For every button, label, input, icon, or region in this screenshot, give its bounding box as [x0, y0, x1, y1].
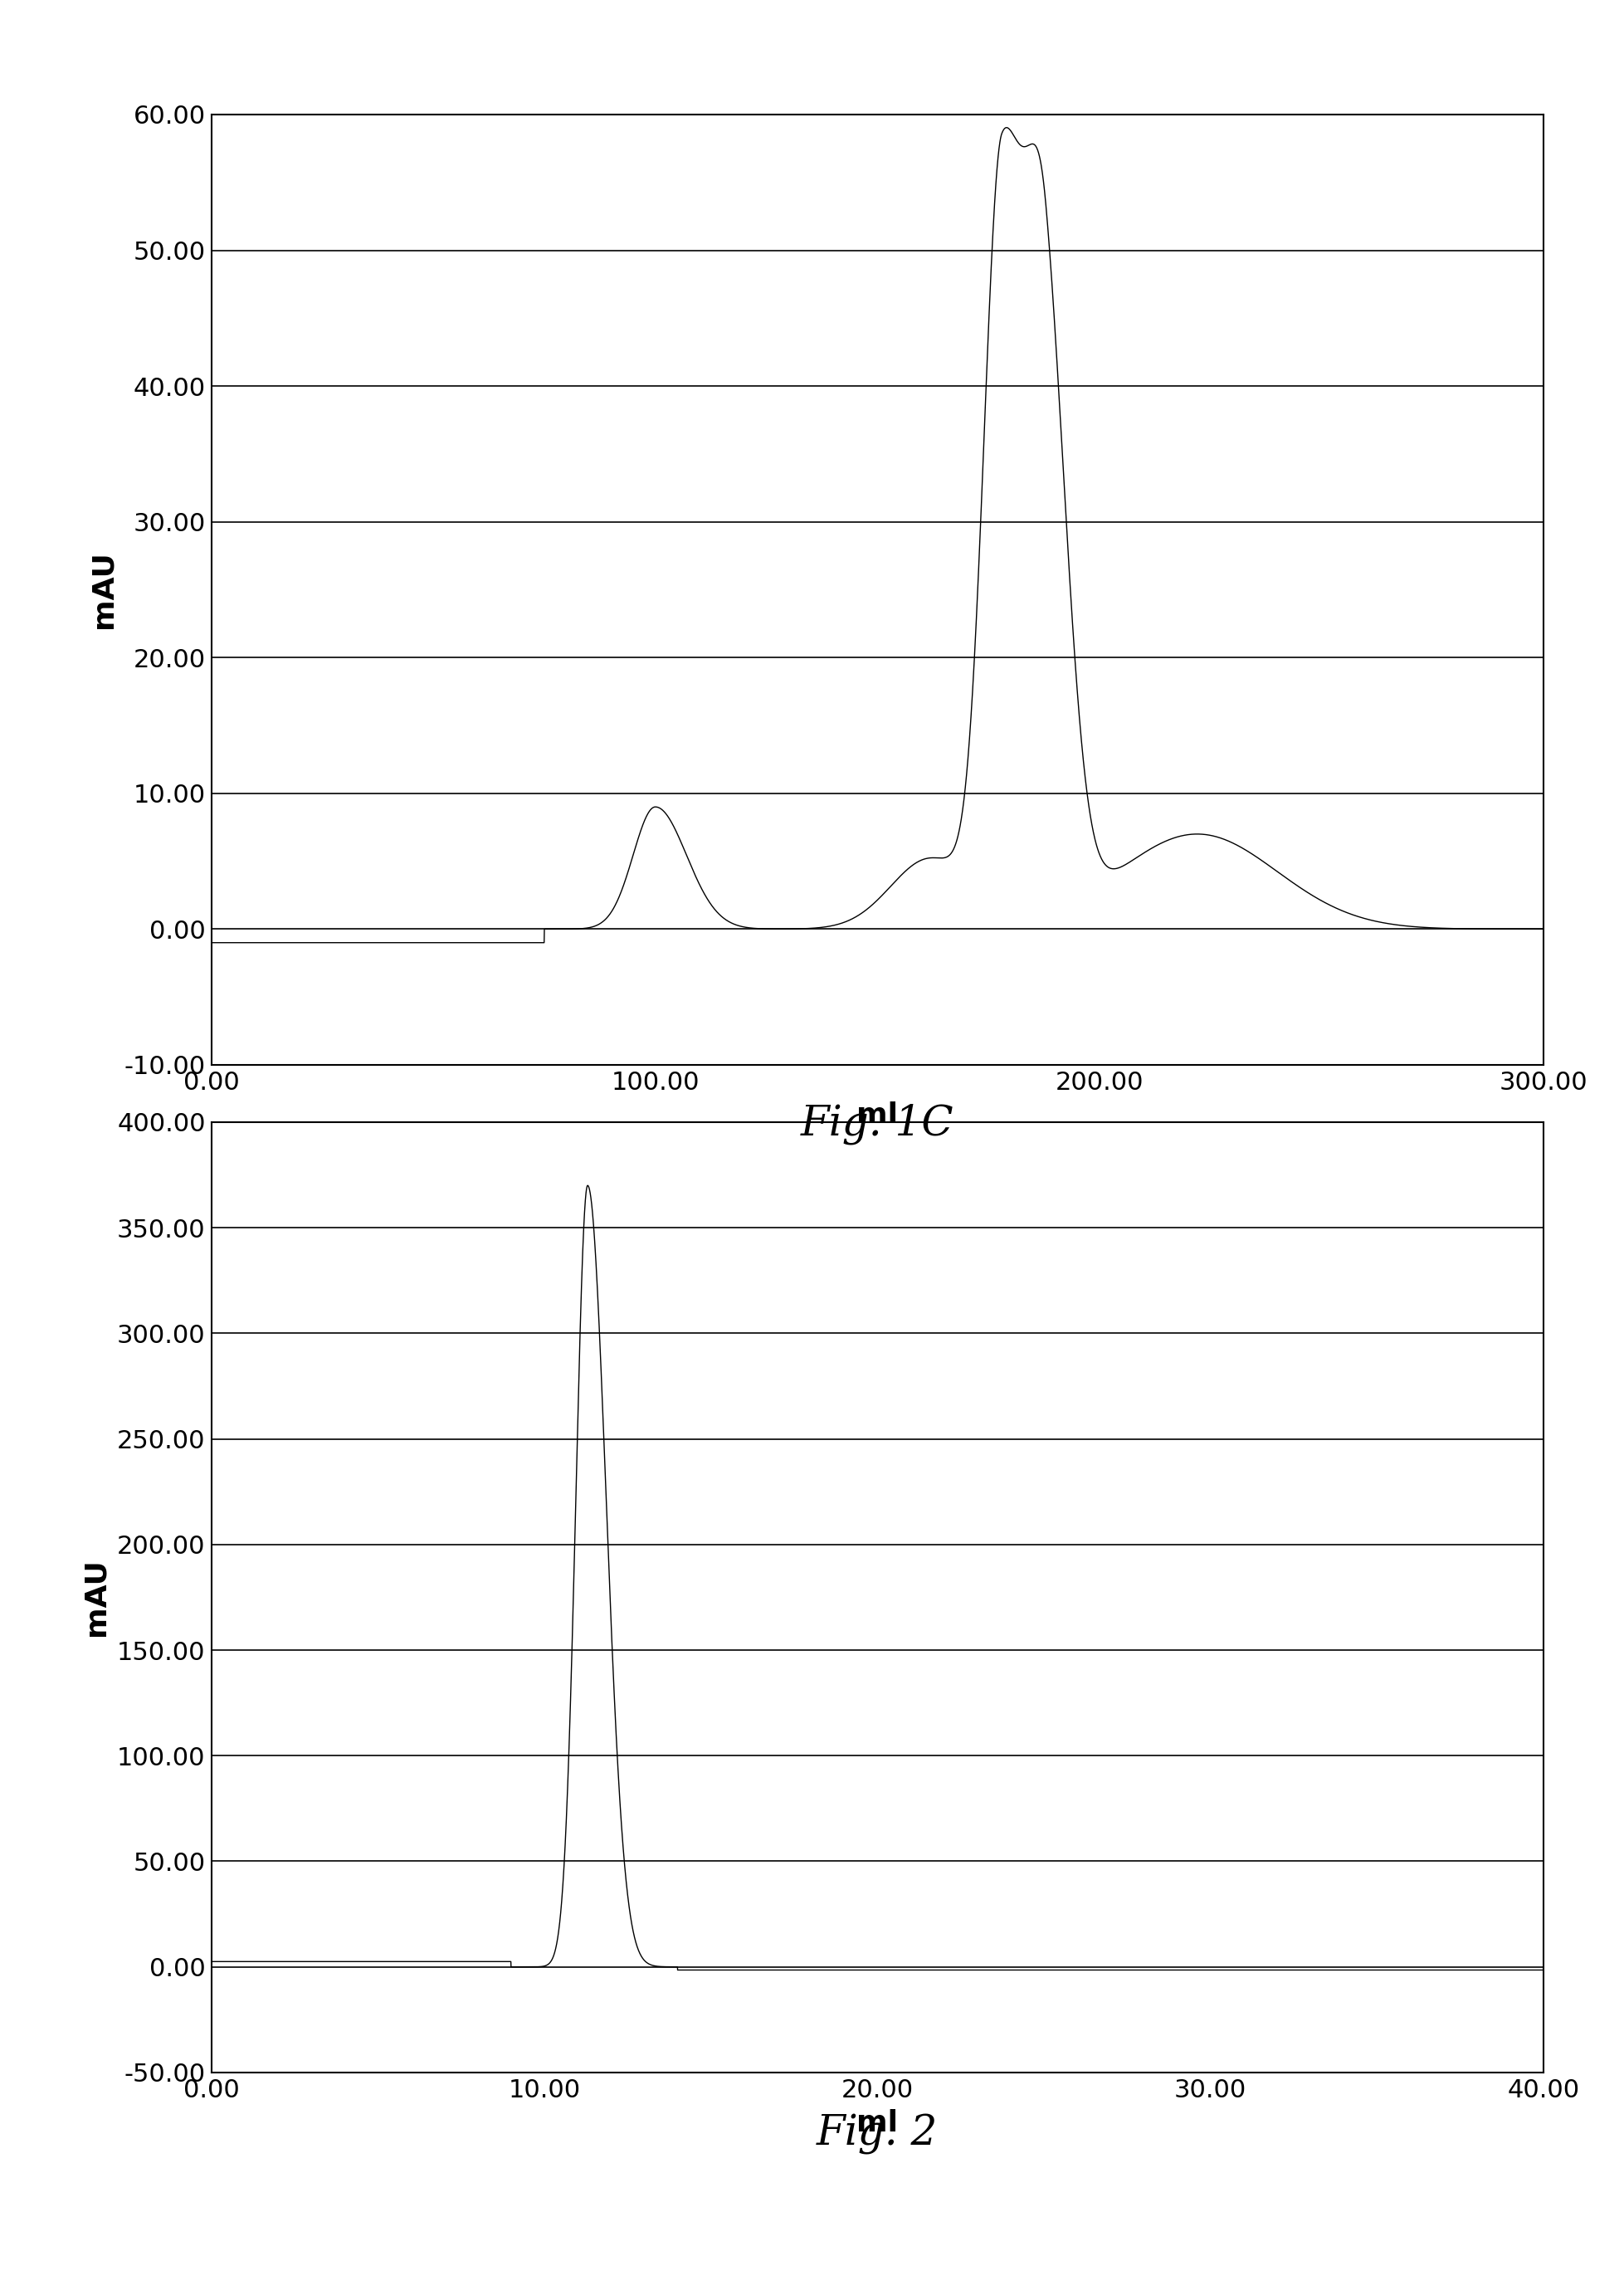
Y-axis label: mAU: mAU [89, 550, 117, 630]
X-axis label: ml: ml [856, 2109, 898, 2137]
Text: Fig. 1C: Fig. 1C [801, 1104, 953, 1145]
X-axis label: ml: ml [856, 1101, 898, 1129]
Text: Fig. 2: Fig. 2 [817, 2114, 937, 2155]
Y-axis label: mAU: mAU [81, 1557, 110, 1637]
